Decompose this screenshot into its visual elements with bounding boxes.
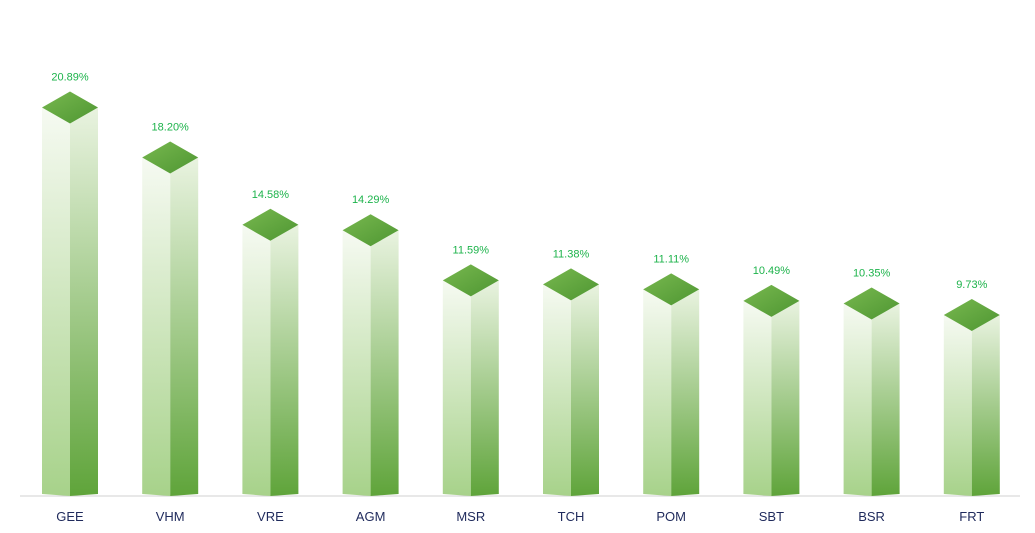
bar-top-face [42,91,98,124]
x-tick-label-bsr: BSR [858,509,885,524]
bar-side-face [470,280,499,496]
x-tick-label-agm: AGM [356,509,386,524]
data-label-bsr: 10.35% [853,267,891,279]
bar-top-face [242,208,299,241]
x-tick-label-gee: GEE [56,509,84,524]
x-tick-label-vhm: VHM [156,509,185,524]
data-label-pom: 11.11% [653,253,689,265]
bar-front-face [242,224,271,496]
bar-front-face [42,107,70,497]
data-label-vhm: 18.20% [152,121,190,133]
bar-front-face [342,230,371,496]
bar-top-face [743,284,800,317]
bar-series [42,91,1000,497]
category-labels: GEE VHM VRE AGM MSR TCH POM SBT BSR FRT [56,509,984,524]
bar-tch [543,268,599,496]
x-tick-label-vre: VRE [257,509,284,524]
x-tick-label-msr: MSR [456,509,485,524]
x-tick-label-tch: TCH [558,509,585,524]
bar-front-face [843,303,872,496]
bar-top-face [843,287,900,320]
bar-side-face [70,107,98,497]
data-label-vre: 14.58% [252,189,290,201]
bar-side-face [871,303,900,496]
bar-side-face [370,230,399,496]
bar-top-face [442,264,499,297]
bar-front-face [643,289,672,496]
data-label-gee: 20.89% [51,71,89,83]
bar-side-face [671,289,700,496]
bar-side-face [771,300,800,496]
bar-top-face [643,273,700,306]
bar-msr [442,264,499,496]
x-tick-label-frt: FRT [959,509,984,524]
bar-gee [42,91,98,497]
bar-sbt [743,284,800,496]
bar-top-face [543,268,599,301]
bar-vhm [142,141,199,497]
data-label-msr: 11.59% [453,244,490,256]
data-label-frt: 9.73% [956,279,987,291]
bar-front-face [543,284,571,496]
bar-side-face [971,315,1000,496]
data-label-tch: 11.38% [553,248,590,260]
bar-pom [643,273,700,496]
bar-top-face [943,299,1000,332]
data-label-sbt: 10.49% [753,265,791,277]
bar-front-face [943,315,972,496]
bar-side-face [170,157,199,497]
bar-top-face [142,141,199,174]
x-tick-label-pom: POM [656,509,686,524]
bar-agm [342,214,399,496]
bar-bsr [843,287,900,496]
bar-front-face [743,300,772,496]
x-tick-label-sbt: SBT [759,509,784,524]
bar-top-face [342,214,399,247]
bar-frt [943,299,1000,496]
bar-side-face [571,284,599,496]
data-label-agm: 14.29% [352,194,390,206]
bar-front-face [442,280,471,496]
bar-vre [242,208,299,496]
bar-front-face [142,157,171,497]
bar-side-face [270,224,299,496]
value-labels: 20.89% 18.20% 14.58% 14.29% 11.59% 11.38% 11.1… [51,71,987,291]
